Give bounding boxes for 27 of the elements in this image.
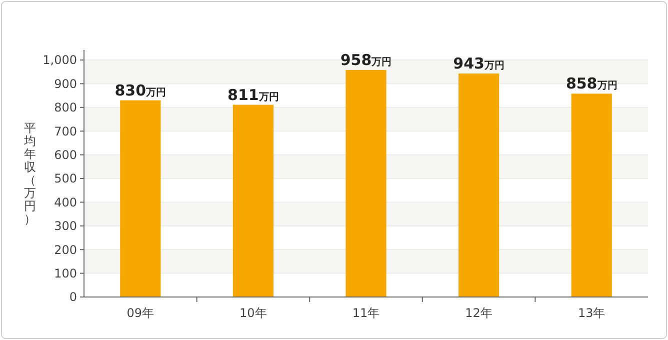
data-label: 958万円 (340, 50, 392, 69)
data-label: 811万円 (228, 86, 279, 104)
data-label: 943万円 (453, 54, 504, 73)
x-tick-label: 10年 (240, 306, 267, 320)
y-tick-label: 200 (54, 242, 77, 257)
y-tick-label: 800 (54, 100, 77, 115)
x-tick-label: 09年 (126, 306, 154, 320)
y-tick-label: 900 (54, 76, 77, 91)
x-tick-label: 12年 (465, 306, 492, 320)
y-tick-label: 300 (54, 219, 77, 234)
x-tick-label: 11年 (352, 306, 380, 320)
bar (232, 104, 274, 297)
y-tick-label: 0 (69, 290, 77, 304)
y-tick-label: 600 (54, 148, 77, 162)
y-axis-title: 平均年収（万円） (23, 121, 36, 226)
y-tick-label: 100 (54, 266, 77, 280)
x-tick-label: 13年 (578, 306, 606, 320)
bar (120, 100, 161, 297)
bar (571, 94, 612, 297)
data-label: 830万円 (114, 81, 166, 100)
bar (458, 74, 500, 297)
y-tick-label: 500 (54, 172, 77, 186)
bar (346, 70, 386, 297)
data-label: 858万円 (566, 74, 618, 93)
y-tick-label: 400 (54, 195, 77, 210)
y-tick-label: 700 (54, 124, 77, 138)
y-tick-label: 1,000 (42, 53, 77, 68)
